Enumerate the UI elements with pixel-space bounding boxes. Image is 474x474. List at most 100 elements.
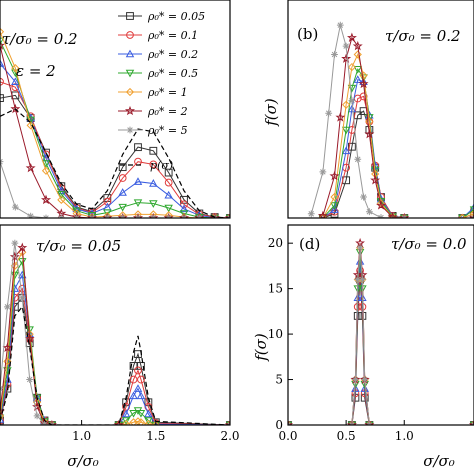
panel-b-data-point xyxy=(330,202,339,210)
panel-d-series-rho-7 xyxy=(288,244,474,425)
panel-a-data-point xyxy=(163,212,174,218)
panel-c-data-point xyxy=(134,366,142,375)
panel-b-data-point xyxy=(331,51,338,58)
legend-marker xyxy=(125,69,135,78)
panel-c-data-point xyxy=(33,412,41,420)
panel-b-data-point xyxy=(348,97,356,105)
panel-b-data-point xyxy=(318,213,327,218)
legend-marker xyxy=(126,31,134,39)
panel-b-data-point xyxy=(358,78,369,89)
panel-a-data-point xyxy=(194,212,205,218)
panel-a-data-point xyxy=(133,199,143,207)
panel-a-data-point xyxy=(41,166,51,175)
panel-a-data-point xyxy=(57,195,66,204)
panel-d-xlabel: σ/σ₀ xyxy=(423,452,455,470)
y-tick-label: 0 xyxy=(275,418,283,432)
panel-b-data-point xyxy=(387,211,398,218)
panel-b-data-point xyxy=(353,75,362,83)
panel-a-series-line xyxy=(0,45,230,218)
panel-c-series-line xyxy=(0,305,230,425)
panel-c-data-point xyxy=(136,418,146,425)
panel-c-data-point xyxy=(3,357,12,366)
figure-labels: τ/σ₀ = 0.2 ε = 2 (b) τ/σ₀ = 0.2 f(σ) τ/σ₀ = 0… xyxy=(2,25,467,470)
panel-d-data-point xyxy=(364,419,375,425)
panel-d-series-line xyxy=(288,261,474,425)
panel-c-series-line xyxy=(0,296,230,425)
panel-c-data-point xyxy=(4,303,11,311)
legend-label: p(σ) xyxy=(150,159,173,172)
panel-a-data-point xyxy=(0,59,5,67)
panel-a-data-point xyxy=(41,160,51,168)
panel-c-ticks: 1.0 1.5 2.0 xyxy=(72,420,240,443)
panel-a-series-rho-1 xyxy=(0,91,230,218)
panel-c-data-point xyxy=(18,258,27,266)
legend-marker xyxy=(126,126,134,134)
panel-a-data-point xyxy=(57,191,66,199)
panel-a-series-rho-4 xyxy=(0,37,230,218)
panel-d-series-rho-1 xyxy=(288,275,474,425)
panel-d-plot-area xyxy=(288,237,474,425)
panel-c-data-point xyxy=(9,251,20,262)
panel-a-data-point xyxy=(164,190,173,199)
panel-c-data-point xyxy=(11,239,19,247)
panel-a-data-point xyxy=(0,94,4,102)
panel-b-data-point xyxy=(335,112,346,122)
panel-c-series-line xyxy=(0,250,230,425)
panel-c-data-point xyxy=(133,384,143,392)
x-tick-label: 1.0 xyxy=(395,429,414,443)
panel-a-data-point xyxy=(103,197,112,206)
panel-d-data-point xyxy=(352,376,359,383)
panel-b-annotation-tau: τ/σ₀ = 0.2 xyxy=(385,27,461,45)
y-tick-label: 5 xyxy=(275,373,283,387)
panel-b-data-point xyxy=(342,100,351,109)
panel-c-data-point xyxy=(136,391,146,400)
panel-a-data-point xyxy=(179,210,189,218)
panel-c-data-point xyxy=(18,294,26,302)
panel-a-series-line xyxy=(0,161,230,218)
panel-b-data-point xyxy=(354,155,362,163)
legend-marker xyxy=(126,12,134,20)
panel-c-data-point xyxy=(2,342,13,353)
panel-a-annotation-tau: τ/σ₀ = 0.2 xyxy=(2,30,78,48)
panel-a-data-point xyxy=(164,204,173,213)
panel-d-annotation-tau: τ/σ₀ = 0.0 xyxy=(391,235,467,253)
panel-b-data-point xyxy=(364,128,375,139)
panel-b-data-point xyxy=(370,175,381,185)
legend-item-p-sigma: p(σ) xyxy=(120,159,173,172)
legend-label: ρ₀* = 0.5 xyxy=(147,67,198,80)
panel-c: 1.0 1.5 2.0 xyxy=(0,239,240,443)
legend: ρ₀* = 0.05 ρ₀* = 0.1 ρ₀* = 0.2 ρ₀* = 0.5 ρ₀*… xyxy=(118,10,205,172)
x-tick-label: 2.0 xyxy=(220,429,239,443)
panel-a-series-rho-2 xyxy=(0,77,230,218)
panel-a-data-point xyxy=(178,212,190,218)
panel-b-data-point xyxy=(325,109,333,117)
panel-b-series-rho-7 xyxy=(307,21,474,218)
panel-b-data-point xyxy=(469,206,474,215)
panel-b-data-point xyxy=(307,210,315,218)
legend-item-rho-7: ρ₀* = 5 xyxy=(118,124,188,137)
panel-a-series-line xyxy=(0,81,230,218)
panel-a-data-point xyxy=(103,212,112,218)
panel-c-data-point xyxy=(151,420,160,425)
panel-a-series-rho-3 xyxy=(0,59,230,218)
panel-b-series-line xyxy=(322,95,474,218)
panel-c-plot-area xyxy=(0,239,230,425)
panel-b-data-point xyxy=(341,146,351,155)
panel-a-data-point xyxy=(149,200,158,208)
panel-c-data-point xyxy=(144,419,153,425)
panel-d-series-rho-6 xyxy=(288,237,474,425)
legend-item-rho-3: ρ₀* = 0.2 xyxy=(118,48,198,61)
panel-a-data-point xyxy=(10,103,21,114)
panel-c-data-point xyxy=(129,418,138,425)
panel-a-series-rho-5 xyxy=(0,27,230,218)
panel-c-series-rho-5 xyxy=(0,248,230,425)
panel-b-data-point xyxy=(347,62,357,72)
panel-d-data-point xyxy=(356,244,364,252)
panel-frames xyxy=(0,0,474,426)
panel-a-data-point xyxy=(180,200,188,209)
panel-b-data-point xyxy=(352,40,363,51)
panel-b-data-point xyxy=(342,42,350,50)
panel-b-series-line xyxy=(322,53,474,218)
panel-c-series-line xyxy=(0,273,230,425)
panel-a-data-point xyxy=(26,121,35,130)
